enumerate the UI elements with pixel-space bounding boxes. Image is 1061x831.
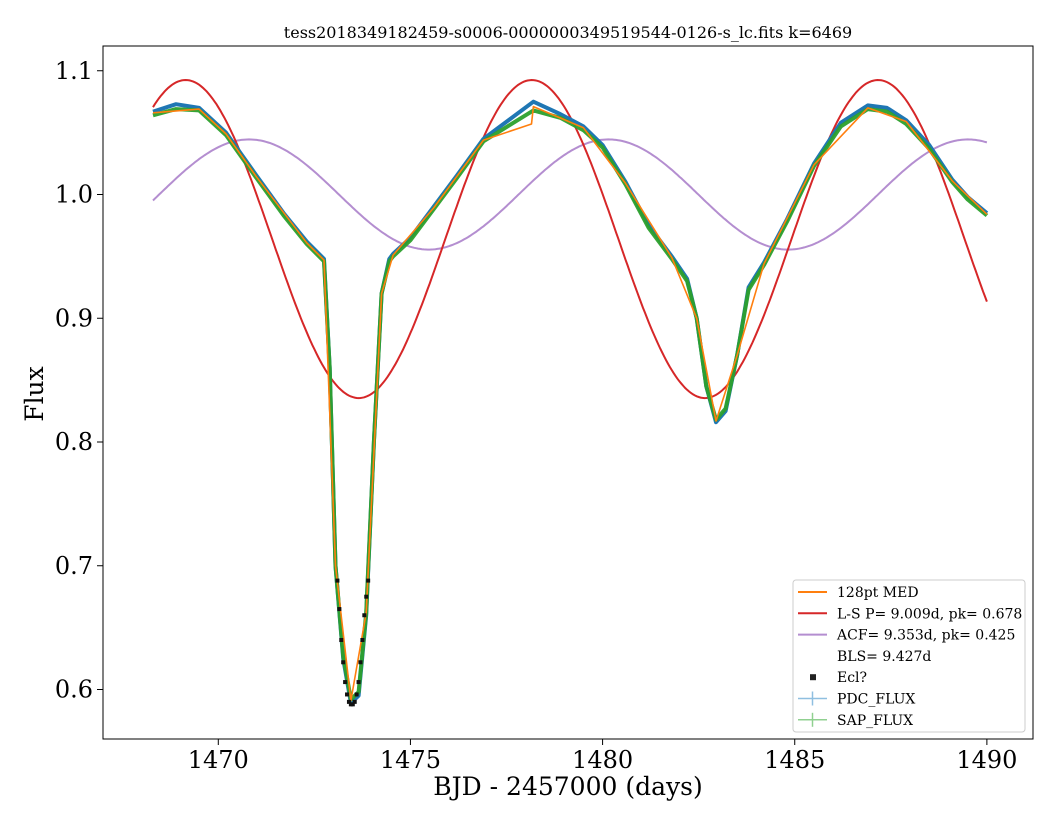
eclipse-point <box>362 613 367 618</box>
eclipse-point <box>345 692 350 697</box>
y-tick-label: 0.7 <box>55 552 93 580</box>
eclipse-point <box>352 699 357 704</box>
plot-frame <box>102 45 1034 740</box>
legend-label: 128pt MED <box>837 585 919 601</box>
chart-title: tess2018349182459-s0006-0000000349519544… <box>284 23 852 42</box>
x-tick-label: 1480 <box>572 746 633 774</box>
eclipse-point <box>360 638 365 642</box>
y-tick-label: 1.1 <box>55 57 93 85</box>
y-tick-label: 0.8 <box>55 428 93 456</box>
legend: 128pt MED L-S P= 9.009d, pk= 0.678 ACF= 9.… <box>792 579 1026 733</box>
ls-curve <box>152 78 988 400</box>
median-curve <box>152 105 988 702</box>
eclipse-point <box>341 660 346 665</box>
plot-curves <box>152 78 989 707</box>
y-tick-label: 0.6 <box>55 676 93 704</box>
y-tick-label: 1.0 <box>55 181 93 209</box>
y-axis-label: Flux <box>20 366 49 422</box>
legend-label: BLS= 9.427d <box>837 649 931 665</box>
eclipse-point <box>358 660 363 665</box>
eclipse-point <box>335 578 340 583</box>
x-tick-label: 1485 <box>764 746 825 774</box>
x-tick-label: 1490 <box>956 746 1017 774</box>
legend-label: SAP_FLUX <box>837 713 913 729</box>
legend-label: Ecl? <box>837 670 867 686</box>
eclipse-point <box>346 699 351 704</box>
legend-label: ACF= 9.353d, pk= 0.425 <box>836 628 1015 644</box>
y-tick-label: 0.9 <box>55 304 93 332</box>
x-tick-label: 1470 <box>188 746 249 774</box>
eclipse-point <box>366 578 371 583</box>
eclipse-point <box>337 607 342 612</box>
eclipse-point <box>339 638 344 642</box>
legend-label: L-S P= 9.009d, pk= 0.678 <box>837 606 1022 622</box>
y-axis-ticks: 0.6 0.7 0.8 0.9 1.0 1.1 <box>55 57 103 704</box>
x-tick-label: 1475 <box>380 746 441 774</box>
legend-label: PDC_FLUX <box>837 692 915 708</box>
legend-box <box>792 579 1026 733</box>
eclipse-point <box>356 680 361 685</box>
eclipse-point <box>364 594 369 599</box>
x-axis-ticks: 1470 1475 1480 1485 1490 <box>188 739 1017 774</box>
eclipse-point <box>354 692 359 697</box>
legend-swatch <box>810 674 816 681</box>
acf-curve <box>152 138 988 251</box>
eclipse-point <box>350 702 355 707</box>
eclipse-point <box>343 680 348 685</box>
x-axis-label: BJD - 2457000 (days) <box>433 772 702 801</box>
